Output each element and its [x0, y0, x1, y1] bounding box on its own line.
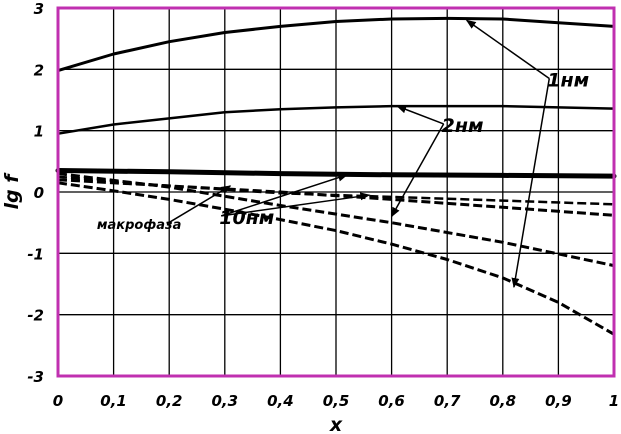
annotation-arrow: [465, 19, 550, 80]
series-group: [55, 16, 617, 336]
x-tick-label: 0,5: [323, 392, 350, 410]
annotation-arrow: [396, 105, 444, 125]
x-tick-label: 1: [609, 392, 619, 410]
annotation-arrow: [166, 185, 232, 225]
annotation-arrow: [221, 173, 349, 217]
y-tick-label: -1: [27, 245, 44, 263]
y-tick-label: 3: [34, 0, 44, 18]
x-tick-label: 0,2: [156, 392, 183, 410]
x-tick-label: 0,3: [212, 392, 239, 410]
series-line-2: [56, 104, 616, 135]
grid-lines: [58, 8, 614, 376]
series-line-3: [55, 168, 617, 179]
annotation-arrow: [390, 123, 445, 218]
tick-labels: 0 0,1 0,2 0,3 0,4 0,5 0,6 0,7 0,8 0,9 1 3 2 1 0 -1 -2 -3: [27, 0, 619, 410]
x-tick-label: 0,4: [267, 392, 294, 410]
x-tick-label: 0,6: [378, 392, 405, 410]
y-tick-label: 2: [34, 61, 44, 79]
y-tick-label: 1: [34, 123, 44, 141]
series-line-5: [57, 181, 615, 336]
y-tick-label: 0: [34, 184, 44, 202]
x-tick-label: 0,1: [100, 392, 127, 410]
y-tick-label: -2: [27, 307, 44, 325]
x-axis-label: x: [329, 414, 343, 434]
annotation-label: макрофаза: [97, 218, 181, 233]
annotation-arrow: [221, 192, 371, 217]
y-tick-label: -3: [27, 368, 44, 386]
annotation-arrow: [511, 78, 551, 289]
annotation-label: 1нм: [547, 70, 589, 92]
annotation-label: 2нм: [442, 115, 484, 137]
x-tick-label: 0,9: [545, 392, 572, 410]
x-tick-label: 0,7: [434, 392, 461, 410]
x-tick-label: 0: [53, 392, 63, 410]
plot-frame: [56, 6, 616, 378]
series-line-1: [56, 16, 616, 73]
y-axis-label: lg f: [1, 172, 23, 210]
x-tick-label: 0,8: [490, 392, 517, 410]
